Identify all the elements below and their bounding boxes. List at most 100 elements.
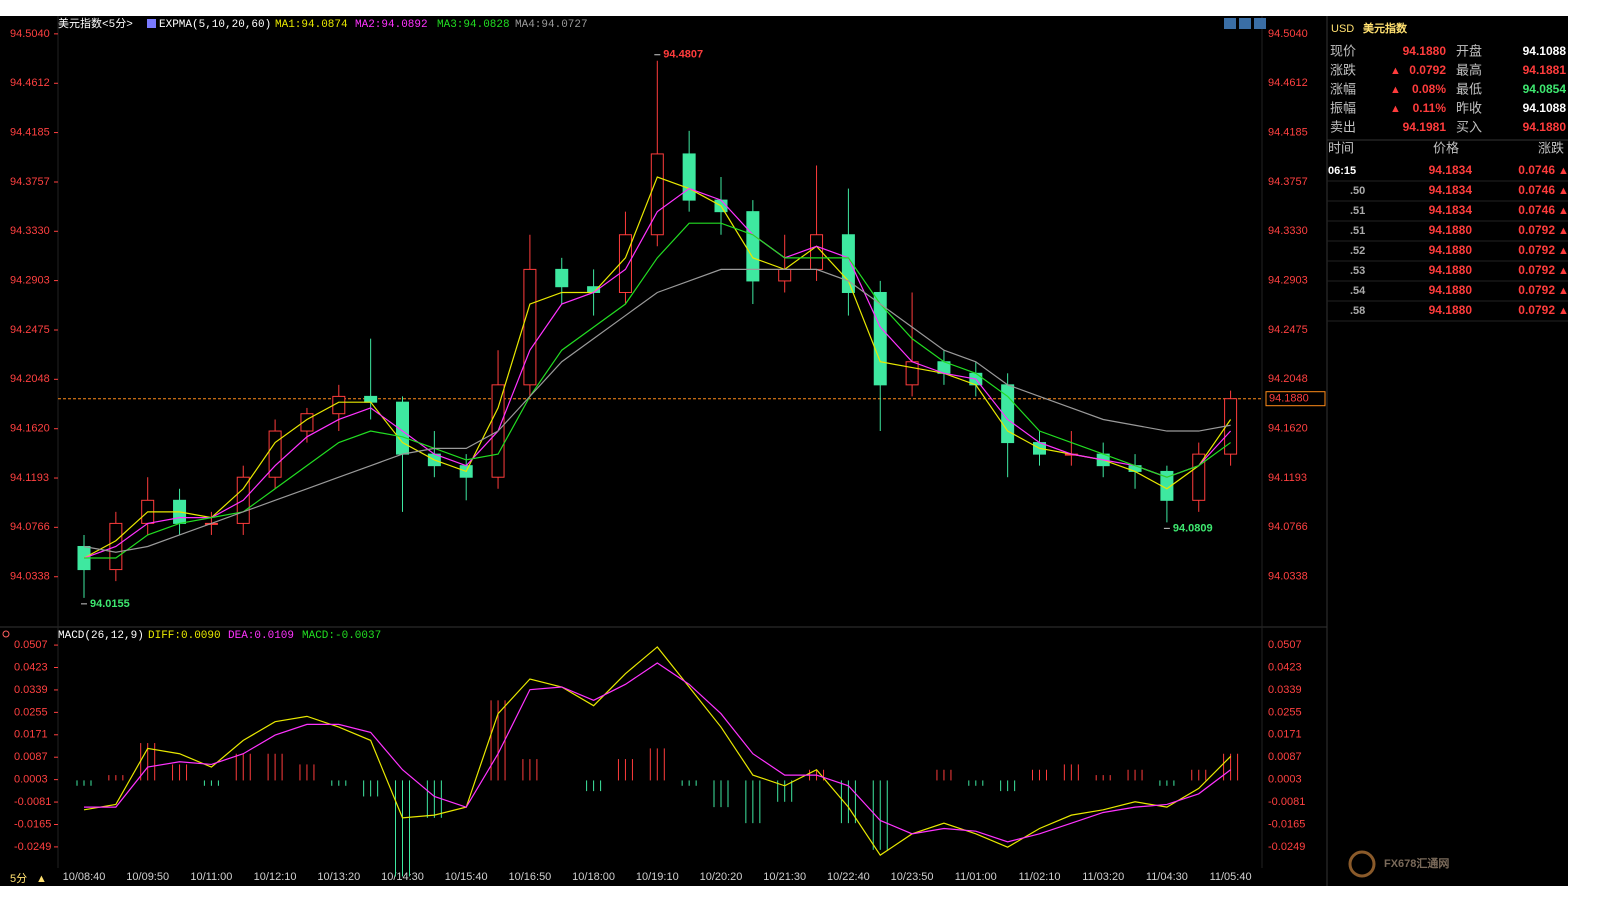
y-tick-label: 94.4612 (10, 77, 50, 89)
candle-body (905, 361, 919, 386)
indicator-icon (147, 19, 156, 28)
arrow-icon: ▲ (1558, 225, 1569, 237)
period-arrow[interactable]: ▲ (36, 873, 47, 885)
y-tick-label: 94.2903 (1268, 274, 1308, 286)
y-tick-label: 0.0507 (1268, 639, 1302, 651)
quote-label: 昨收 (1456, 100, 1482, 115)
x-tick-label: 10/09:50 (126, 871, 169, 883)
y-tick-label: 94.3330 (1268, 225, 1308, 237)
quote-label: 现价 (1330, 43, 1356, 58)
current-price-label: 94.1880 (1269, 393, 1309, 405)
line-series (83, 176, 1232, 559)
quote-value: 94.1088 (1523, 44, 1567, 58)
legend-entry: MA2:94.0892 (355, 19, 428, 31)
line-series (83, 646, 1232, 857)
x-tick-label: 10/16:50 (508, 871, 551, 883)
x-tick-label: 10/23:50 (891, 871, 934, 883)
arrow-icon: ▲ (1558, 305, 1569, 317)
legend-entry: MA3:94.0828 (437, 19, 510, 31)
x-tick-label: 11/01:00 (955, 871, 997, 883)
candle-body (1128, 465, 1142, 472)
trade-time: .52 (1350, 245, 1365, 257)
quote-label: 最低 (1456, 81, 1482, 96)
quote-label: 开盘 (1456, 43, 1482, 58)
y-tick-label: 0.0087 (14, 751, 48, 763)
trade-header: 价格 (1433, 140, 1459, 155)
candle-body (682, 153, 696, 201)
y-tick-label: 94.1193 (10, 472, 49, 484)
x-tick-label: 10/08:40 (63, 871, 106, 883)
y-tick-label: 94.0766 (10, 521, 50, 533)
arrow-icon: ▲ (1390, 84, 1401, 96)
x-tick-label: 10/18:00 (572, 871, 615, 883)
line-series (83, 268, 1231, 553)
y-tick-label: 94.1620 (10, 423, 50, 435)
y-tick-label: -0.0249 (1268, 841, 1305, 853)
y-tick-label: -0.0249 (14, 841, 51, 853)
line-series (84, 662, 1231, 843)
y-tick-label: 0.0255 (1268, 706, 1302, 718)
current-price-box (1265, 391, 1326, 407)
candle-body (555, 268, 569, 288)
period-label[interactable]: 5分 (10, 872, 27, 885)
y-tick-label: 94.2048 (10, 373, 50, 385)
trade-header: 时间 (1328, 140, 1354, 155)
y-tick-label: 0.0339 (1268, 684, 1302, 696)
candle-body (746, 211, 760, 282)
toolbar-button[interactable] (1224, 18, 1236, 29)
y-tick-label: 0.0171 (1268, 729, 1302, 741)
trade-price: 94.1834 (1429, 183, 1473, 197)
toolbar-button[interactable] (1254, 18, 1266, 29)
y-tick-label: 94.2903 (10, 274, 50, 286)
trade-time: .53 (1350, 265, 1365, 277)
y-tick-label: 94.4612 (1268, 77, 1308, 89)
y-tick-label: 0.0255 (14, 706, 48, 718)
trade-time: .58 (1350, 305, 1365, 317)
extreme-label: 94.4807 (663, 49, 703, 61)
quote-value: 94.1880 (1523, 120, 1567, 134)
trade-time: .51 (1350, 205, 1365, 217)
quote-value: 0.08% (1412, 82, 1446, 96)
macd-title: MACD(26,12,9) (58, 630, 144, 642)
quote-value: 0.0792 (1409, 63, 1446, 77)
y-tick-label: 94.0338 (1268, 571, 1308, 583)
arrow-icon: ▲ (1558, 245, 1569, 257)
arrow-icon: ▲ (1558, 205, 1569, 217)
trade-price: 94.1880 (1429, 243, 1473, 257)
quote-label: 卖出 (1330, 119, 1356, 134)
background (0, 16, 1568, 886)
x-tick-label: 10/13:20 (317, 871, 360, 883)
trade-price: 94.1880 (1429, 283, 1473, 297)
legend-entry: DEA:0.0109 (228, 630, 294, 642)
y-tick-label: 0.0171 (14, 729, 48, 741)
trade-change: 0.0792 (1518, 243, 1555, 257)
quote-value: 94.1880 (1403, 44, 1447, 58)
extreme-label: 94.0155 (90, 598, 130, 610)
toolbar-button[interactable] (1239, 18, 1251, 29)
y-tick-label: 0.0339 (14, 684, 48, 696)
trade-time: .54 (1350, 285, 1366, 297)
y-tick-label: 94.3757 (10, 176, 50, 188)
trade-change: 0.0746 (1518, 183, 1555, 197)
line-series (83, 187, 1232, 559)
trade-change: 0.0792 (1518, 223, 1555, 237)
candle-body (650, 153, 664, 236)
watermark-logo (1348, 850, 1376, 878)
trade-change: 0.0746 (1518, 203, 1555, 217)
x-tick-label: 10/21:30 (763, 871, 806, 883)
line-series (84, 222, 1231, 559)
arrow-icon: ▲ (1558, 265, 1569, 277)
arrow-icon: ▲ (1390, 65, 1401, 77)
quote-value: 0.11% (1413, 101, 1447, 115)
x-tick-label: 11/03:20 (1082, 871, 1124, 883)
y-tick-label: 0.0087 (1268, 751, 1302, 763)
quote-label: 振幅 (1330, 100, 1356, 115)
indicator-label: EXPMA(5,10,20,60) (159, 19, 271, 31)
trade-price: 94.1880 (1429, 263, 1473, 277)
quote-label: 涨幅 (1330, 81, 1356, 96)
y-tick-label: 94.2475 (10, 324, 50, 336)
arrow-icon: ▲ (1558, 165, 1569, 177)
candle-body (268, 430, 282, 478)
x-tick-label: 10/19:10 (636, 871, 679, 883)
